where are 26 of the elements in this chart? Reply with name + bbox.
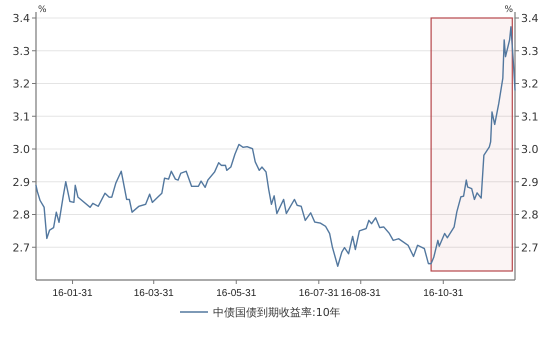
x-tick-label: 16-01-31 — [52, 288, 93, 299]
y-tick-label: 3.3 — [12, 44, 30, 58]
y-tick-label: 3.2 — [12, 78, 30, 90]
y-tick-label: 3.4 — [12, 12, 30, 25]
y-tick-label: 2.7 — [12, 241, 30, 254]
x-tick-label: 16-05-31 — [216, 288, 257, 299]
legend-label: 中债国债到期收益率:10年 — [213, 306, 341, 319]
y2-axis-title: % — [504, 5, 514, 15]
y2-tick-label: 3.3 — [521, 44, 538, 58]
y-tick-label: 3.1 — [12, 110, 30, 124]
y2-tick-label: 3.2 — [521, 78, 538, 90]
y2-tick-label: 2.9 — [521, 176, 538, 189]
line-series — [35, 26, 516, 267]
y2-tick-label: 3.0 — [521, 143, 538, 156]
x-tick-label: 16-08-31 — [340, 288, 382, 299]
x-tick-label: 16-03-31 — [134, 288, 174, 299]
x-tick-label: 16-10-31 — [423, 288, 464, 299]
y2-tick-label: 2.7 — [521, 241, 538, 254]
x-tick-label: 16-07-31 — [298, 288, 340, 299]
y-tick-label: 3.0 — [12, 143, 30, 156]
y2-tick-label: 3.4 — [521, 12, 538, 25]
y2-tick-label: 3.1 — [521, 110, 538, 124]
y-tick-label: 2.9 — [12, 176, 30, 189]
y-axis-title: % — [38, 5, 47, 15]
y2-tick-label: 2.8 — [521, 208, 538, 222]
y-tick-label: 2.8 — [12, 208, 30, 222]
